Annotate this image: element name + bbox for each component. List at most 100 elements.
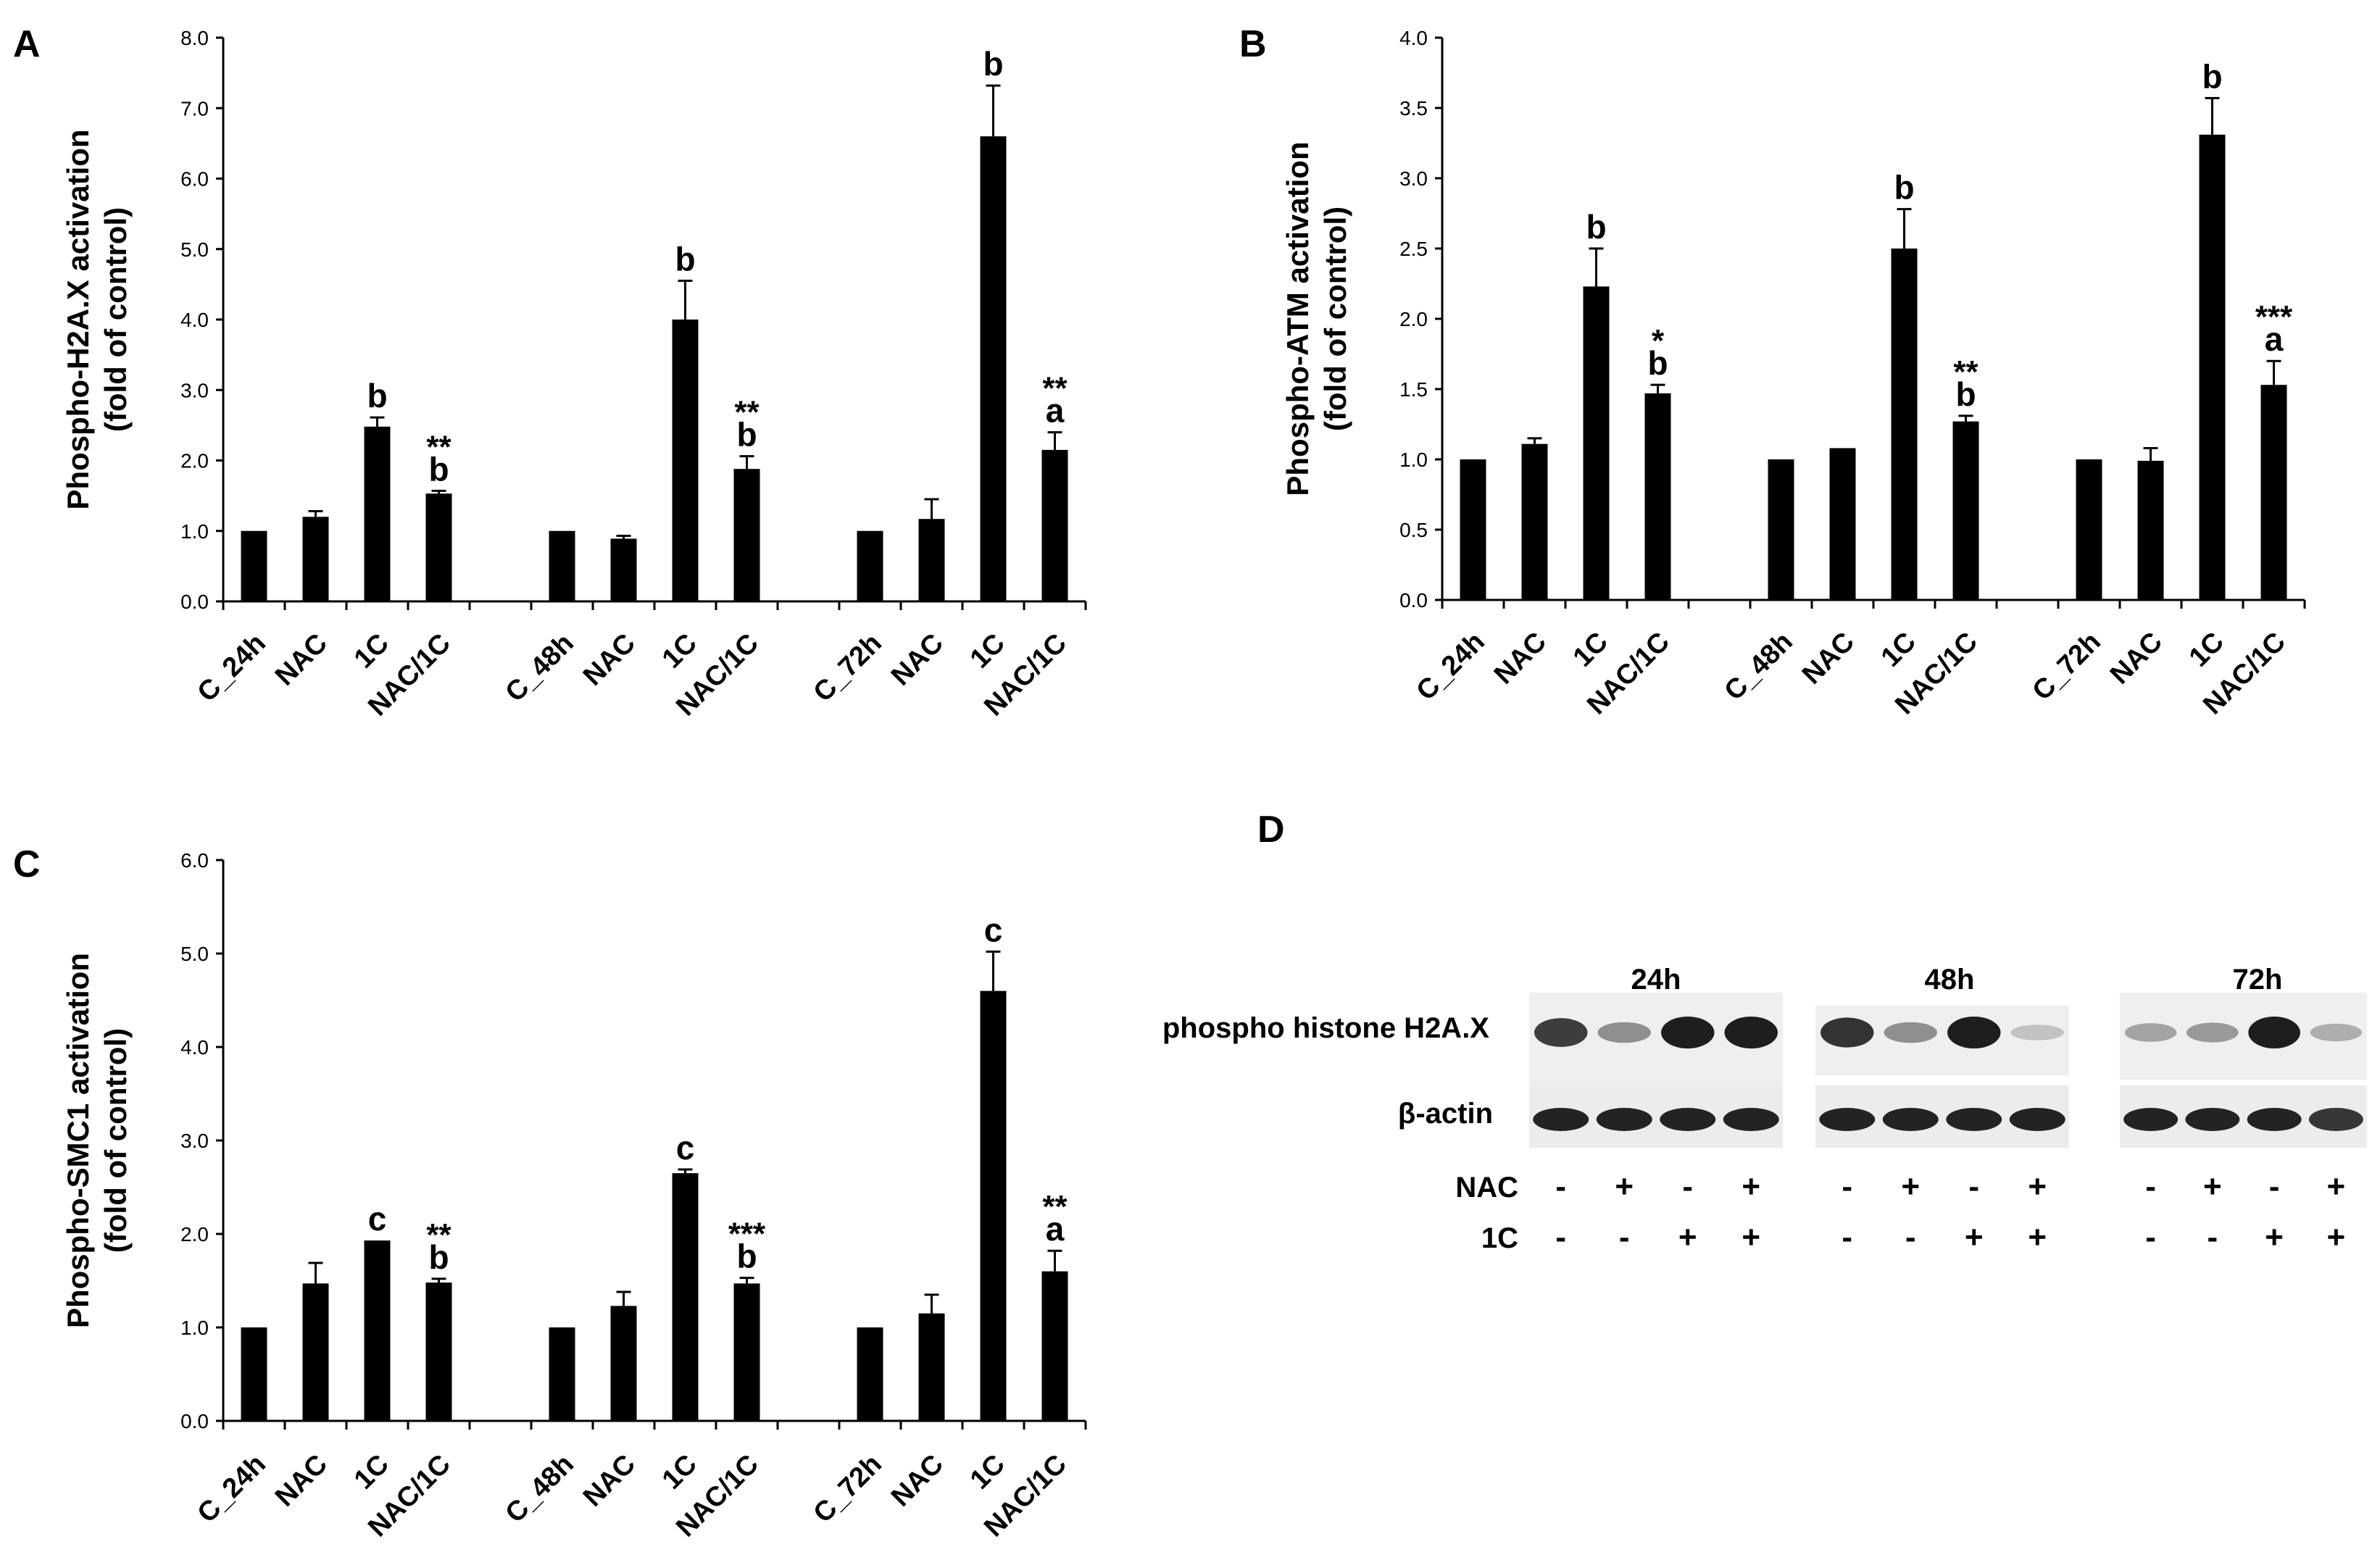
band-h2ax bbox=[1597, 1022, 1651, 1043]
y-tick-label: 3.0 bbox=[180, 1130, 209, 1152]
band-h2ax bbox=[1724, 1017, 1778, 1048]
band-h2ax bbox=[1884, 1022, 1937, 1043]
x-category-label: 1C bbox=[965, 628, 1011, 675]
y-tick-label: 7.0 bbox=[180, 97, 209, 120]
bar bbox=[2199, 134, 2226, 601]
significance-letter: b bbox=[428, 450, 449, 488]
x-category-label: NAC bbox=[1489, 627, 1552, 691]
x-category-label: NAC bbox=[578, 628, 641, 692]
y-axis-label-units: (fold of control) bbox=[1318, 207, 1352, 431]
bar bbox=[857, 1327, 883, 1421]
nac-sign: + bbox=[2203, 1169, 2222, 1204]
y-tick-label: 4.0 bbox=[1399, 27, 1428, 49]
x-category-label: C_72h bbox=[808, 628, 888, 708]
y-axis-label: Phospho-H2A.X activation bbox=[61, 129, 95, 509]
treatment-label-1c: 1C bbox=[1481, 1222, 1518, 1254]
significance-stars: ** bbox=[734, 395, 760, 430]
chart-a: A 0.0 1.0 2.0 3.0 4.0 5.0 6.0 7.0 8.0 Phospho-H2A.… bbox=[13, 23, 1087, 722]
panel-label-b: B bbox=[1239, 23, 1267, 65]
bar bbox=[1041, 449, 1068, 601]
x-category-label: NAC bbox=[578, 1449, 641, 1513]
bar bbox=[1829, 448, 1856, 600]
significance-letter: b bbox=[736, 1238, 757, 1275]
blot-timepoint-label: 48h bbox=[1925, 964, 1975, 996]
bar bbox=[2137, 460, 2164, 600]
x-category-label: 1C bbox=[965, 1449, 1011, 1496]
bar bbox=[1583, 286, 1610, 600]
band-actin bbox=[1660, 1108, 1716, 1131]
x-category-label: C_24h bbox=[1411, 627, 1491, 706]
y-tick-label: 3.0 bbox=[180, 379, 209, 401]
y-tick-label: 1.5 bbox=[1399, 378, 1428, 401]
bar bbox=[241, 1327, 267, 1421]
bar bbox=[2076, 459, 2102, 600]
bar bbox=[1041, 1271, 1068, 1421]
c1-sign: + bbox=[1678, 1219, 1697, 1255]
chart-c: C 0.0 1.0 2.0 3.0 4.0 5.0 6.0 Phospho-SMC1 activ… bbox=[13, 843, 1087, 1543]
y-tick-label: 3.5 bbox=[1399, 97, 1428, 120]
x-category-label: C_48h bbox=[500, 628, 580, 708]
nac-sign: - bbox=[2145, 1169, 2156, 1204]
y-tick-label: 1.0 bbox=[1399, 449, 1428, 471]
y-tick-label: 4.0 bbox=[180, 309, 209, 331]
bar bbox=[610, 538, 637, 601]
band-actin bbox=[1882, 1108, 1939, 1131]
bar bbox=[364, 426, 391, 601]
significance-letter: b bbox=[2202, 57, 2222, 95]
x-category-label: 1C bbox=[349, 1449, 395, 1496]
bar bbox=[672, 320, 699, 601]
y-tick-label: 6.0 bbox=[180, 849, 209, 872]
x-category-label: C_48h bbox=[500, 1449, 580, 1529]
nac-sign: + bbox=[1615, 1169, 1634, 1204]
bar bbox=[672, 1173, 699, 1421]
panel-label-d: D bbox=[1257, 809, 1285, 851]
chart-b: B 0.0 0.5 1.0 1.5 2.0 2.5 3.0 3.5 4.0 Phospho-ATM … bbox=[1239, 23, 2306, 720]
nac-sign: - bbox=[1842, 1169, 1852, 1204]
nac-sign: - bbox=[1555, 1169, 1566, 1204]
y-tick-label: 0.0 bbox=[180, 591, 209, 613]
bar bbox=[2260, 385, 2287, 600]
y-tick-label: 5.0 bbox=[180, 943, 209, 965]
significance-letter: a bbox=[2265, 320, 2284, 358]
treatment-label-nac: NAC bbox=[1455, 1172, 1518, 1204]
bar bbox=[302, 517, 329, 601]
band-actin bbox=[2308, 1108, 2363, 1131]
band-actin bbox=[2123, 1108, 2179, 1131]
bar bbox=[1768, 459, 1794, 600]
c1-sign: - bbox=[1842, 1219, 1852, 1255]
bar bbox=[733, 469, 760, 601]
c1-sign: + bbox=[2028, 1219, 2047, 1255]
x-category-label: 1C bbox=[657, 1449, 703, 1496]
significance-stars: ** bbox=[1953, 354, 1979, 390]
x-category-label: NAC bbox=[1797, 627, 1860, 691]
band-h2ax bbox=[2248, 1017, 2300, 1048]
band-h2ax bbox=[1534, 1018, 1588, 1047]
nac-sign: - bbox=[2269, 1169, 2280, 1204]
band-h2ax bbox=[2124, 1023, 2177, 1042]
band-actin bbox=[1946, 1108, 2002, 1131]
nac-sign: + bbox=[1901, 1169, 1920, 1204]
nac-sign: - bbox=[1682, 1169, 1693, 1204]
significance-stars: ** bbox=[1042, 371, 1068, 406]
y-tick-label: 1.0 bbox=[180, 520, 209, 543]
bar bbox=[980, 990, 1007, 1421]
significance-letter: c bbox=[368, 1200, 387, 1238]
bar bbox=[1891, 249, 1918, 600]
x-category-label: C_24h bbox=[192, 628, 272, 708]
band-h2ax bbox=[2186, 1022, 2239, 1043]
blot-row-label-h2ax: phospho histone H2A.X bbox=[1162, 1012, 1489, 1044]
y-tick-label: 2.0 bbox=[180, 450, 209, 472]
significance-letter: b bbox=[1894, 169, 1914, 207]
c1-sign: + bbox=[1965, 1219, 1984, 1255]
y-tick-label: 3.0 bbox=[1399, 167, 1428, 190]
blot-timepoint-label: 72h bbox=[2233, 964, 2283, 996]
x-category-label: NAC bbox=[886, 628, 949, 692]
band-h2ax bbox=[1821, 1017, 1874, 1048]
nac-sign: + bbox=[2028, 1169, 2047, 1204]
c1-sign: - bbox=[1555, 1219, 1566, 1255]
significance-letter: b bbox=[1586, 208, 1606, 246]
x-category-label: C_72h bbox=[808, 1449, 888, 1529]
significance-letter: a bbox=[1046, 1210, 1065, 1248]
